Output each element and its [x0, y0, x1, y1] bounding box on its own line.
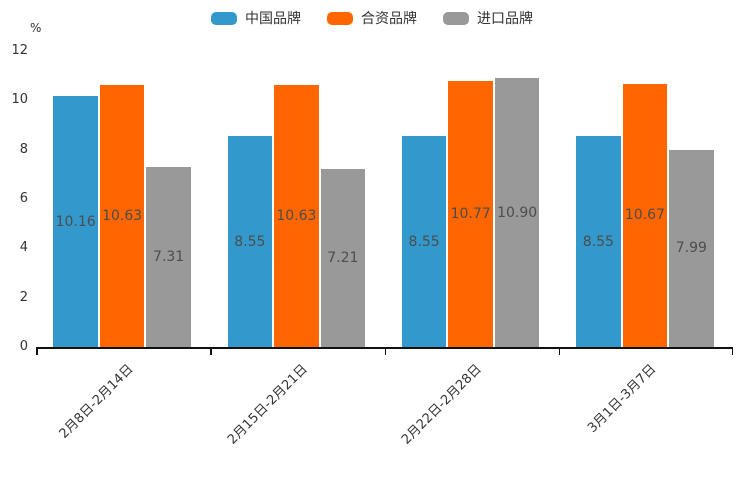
bar: [53, 96, 98, 347]
legend-swatch-icon: [211, 11, 237, 25]
legend-swatch-icon: [327, 11, 353, 25]
y-axis-unit-label: %: [30, 21, 42, 35]
bar: [401, 136, 447, 347]
legend-swatch-icon: [443, 11, 469, 25]
legend: 中国品牌 合资品牌 进口品牌: [0, 8, 744, 28]
bar-value-label: 7.21: [327, 250, 359, 267]
bar-value-label: 7.31: [153, 248, 185, 265]
legend-label: 进口品牌: [477, 11, 533, 27]
y-tick-label: 0: [19, 339, 28, 354]
bar-value-label: 8.55: [582, 233, 614, 250]
bar-value-label: 10.16: [55, 213, 96, 230]
x-tick-label: 2月15日-2月21日: [225, 361, 311, 448]
x-tick-label: 2月8日-2月14日: [56, 361, 137, 442]
bar: [669, 149, 714, 347]
legend-item-imported-brands: 进口品牌: [443, 8, 533, 28]
y-tick-label: 4: [19, 240, 28, 256]
x-tick-label: 3月1日-3月7日: [585, 361, 660, 436]
x-axis-tick: [731, 347, 733, 355]
bar: [494, 78, 540, 347]
bar: [622, 83, 668, 347]
x-axis-tick: [210, 347, 212, 355]
y-tick-label: 12: [11, 43, 28, 58]
legend-item-joint-venture-brands: 合资品牌: [327, 8, 417, 28]
bar-value-label: 10.63: [102, 207, 143, 224]
bar-value-label: 10.90: [497, 204, 538, 221]
bar: [146, 166, 191, 347]
bar-value-label: 8.55: [234, 233, 266, 250]
plot-area: 10.16 10.63 7.31 2月8日-2月14日 8.55 10.63 7.21 2月1…: [36, 51, 733, 448]
legend-label: 中国品牌: [245, 11, 301, 27]
y-tick-label: 8: [19, 141, 28, 157]
bar-value-label: 10.77: [450, 206, 491, 223]
y-tick-label: 10: [11, 92, 28, 108]
y-axis: 0 2 4 6 8 10 12: [0, 43, 28, 354]
x-tick-label: 2月22日-2月28日: [399, 361, 486, 448]
bar: [227, 136, 273, 347]
x-axis-tick: [384, 347, 386, 355]
y-tick-label: 2: [19, 289, 28, 305]
legend-item-china-brands: 中国品牌: [211, 8, 301, 28]
bar-value-label: 7.99: [675, 240, 707, 257]
bar: [320, 169, 366, 347]
x-axis-tick: [36, 347, 38, 355]
bar: [576, 136, 621, 347]
y-tick-label: 6: [19, 191, 28, 206]
legend-label: 合资品牌: [361, 11, 417, 27]
bar: [274, 84, 319, 347]
bar-value-label: 10.67: [624, 207, 665, 224]
x-axis-tick: [558, 347, 561, 355]
bar-value-label: 8.55: [408, 233, 440, 250]
bar: [448, 81, 493, 347]
bar-value-label: 10.63: [276, 207, 317, 224]
bar: [99, 84, 145, 347]
